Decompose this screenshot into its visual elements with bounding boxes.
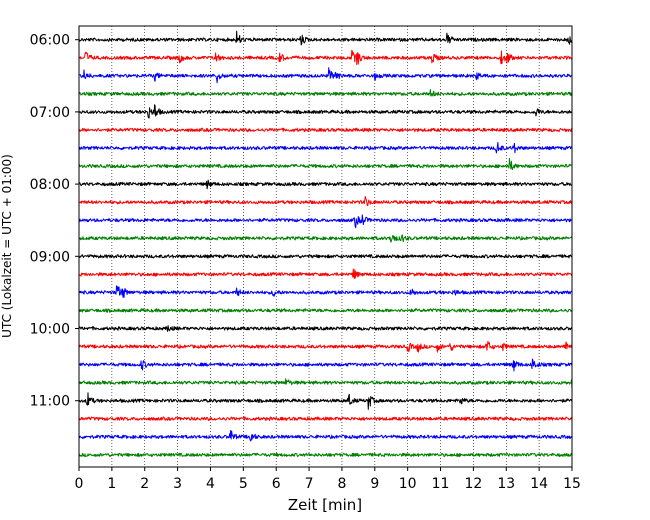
x-tick-label: 10 [399,476,417,492]
y-tick-label: 06:00 [30,33,70,49]
trace-0630 [78,67,573,84]
x-tick-label: 6 [272,476,281,492]
y-tick-label: 10:00 [30,322,70,338]
trace-1115 [78,416,573,422]
trace-0600 [78,30,573,46]
trace-0945 [78,308,573,313]
trace-0815 [78,196,573,207]
x-axis-ticks: 0 1 2 3 4 5 6 7 8 9 10 11 12 13 14 15 [75,467,581,492]
trace-0830 [78,214,573,229]
trace-0915 [78,268,573,279]
x-tick-label: 7 [305,476,314,492]
trace-1145 [78,452,573,458]
x-tick-label: 15 [563,476,581,492]
trace-0730 [78,141,573,154]
trace-1130 [78,430,573,442]
y-tick-label: 07:00 [30,105,70,121]
trace-1045 [78,378,573,389]
trace-0745 [78,157,573,170]
trace-0645 [78,88,573,97]
x-tick-label: 5 [239,476,248,492]
x-tick-label: 11 [432,476,450,492]
plot-frame [78,25,573,468]
x-tick-label: 14 [530,476,548,492]
trace-0930 [78,285,573,298]
seismic-traces [78,30,573,458]
trace-1000 [78,325,573,332]
x-tick-label: 9 [370,476,379,492]
plot-background [79,26,572,467]
y-tick-label: 09:00 [30,249,70,265]
x-axis-label: Zeit [min] [288,496,362,514]
x-tick-label: 0 [75,476,84,492]
trace-0715 [78,127,573,133]
trace-0845 [78,234,573,243]
y-tick-label: 11:00 [30,394,70,410]
trace-0700 [78,104,573,119]
y-axis-label: UTC (Lokalzeit = UTC + 01:00) [0,154,14,338]
x-tick-label: 1 [107,476,116,492]
trace-1100 [78,392,573,410]
trace-0615 [78,49,573,66]
trace-1030 [78,358,573,372]
x-tick-label: 13 [497,476,515,492]
x-tick-label: 8 [337,476,346,492]
trace-1015 [78,340,573,353]
x-tick-label: 4 [206,476,215,492]
y-tick-label: 08:00 [30,177,70,193]
x-tick-label: 12 [464,476,482,492]
trace-0800 [78,179,573,190]
x-tick-label: 3 [173,476,182,492]
x-tick-label: 2 [140,476,149,492]
trace-0900 [78,254,573,259]
y-axis-ticks: 06:00 07:00 08:00 09:00 10:00 11:00 [30,33,79,410]
